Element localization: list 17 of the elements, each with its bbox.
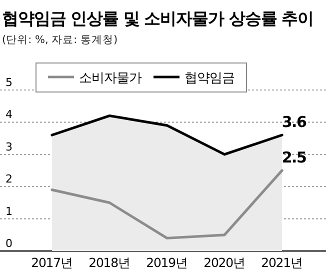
y-tick-label: 1: [6, 204, 12, 218]
legend-label: 소비자물가: [79, 71, 142, 86]
x-tick-label: 2019년: [146, 255, 188, 270]
y-tick-label: 4: [6, 108, 12, 122]
x-tick-label: 2020년: [204, 255, 246, 270]
x-tick-label: 2018년: [88, 255, 130, 270]
chart-subtitle: (단위: %, 자료: 통계청): [2, 34, 118, 46]
y-tick-label: 5: [6, 76, 12, 89]
legend-label: 협약임금: [184, 71, 235, 86]
data-label: 3.6: [282, 113, 306, 132]
data-label: 2.5: [282, 148, 306, 166]
y-tick-label: 0: [6, 237, 12, 250]
x-tick-label: 2017년: [31, 255, 73, 270]
chart-title: 협약임금 인상률 및 소비자물가 상승률 추이: [2, 9, 314, 28]
y-tick-label: 3: [6, 140, 12, 154]
x-tick-label: 2021년: [261, 255, 303, 270]
y-tick-label: 2: [6, 172, 12, 186]
